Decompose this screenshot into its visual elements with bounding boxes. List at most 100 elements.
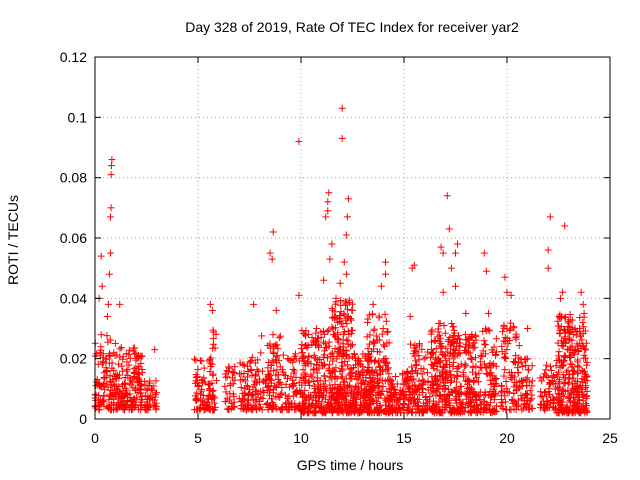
data-point <box>373 369 381 377</box>
data-point <box>379 382 387 390</box>
data-point <box>244 373 252 381</box>
data-point <box>123 367 131 375</box>
data-point <box>400 393 408 401</box>
y-tick-label: 0.02 <box>60 351 87 367</box>
data-point <box>306 381 314 389</box>
data-point <box>241 377 249 385</box>
data-point <box>366 401 374 409</box>
data-point <box>439 364 447 372</box>
data-point <box>207 362 215 370</box>
data-point <box>364 357 372 365</box>
data-point <box>331 300 339 308</box>
data-point <box>297 389 305 397</box>
data-point <box>311 382 319 390</box>
data-point <box>252 370 260 378</box>
data-point <box>371 406 379 414</box>
data-point <box>304 378 312 386</box>
data-point <box>285 392 293 400</box>
data-point <box>405 407 413 415</box>
data-point <box>318 398 326 406</box>
data-points <box>91 104 591 417</box>
data-point <box>329 357 337 365</box>
data-point <box>205 357 213 365</box>
data-point <box>449 358 457 366</box>
data-point <box>440 379 448 387</box>
data-point <box>418 370 426 378</box>
data-point <box>282 403 290 411</box>
data-point <box>200 364 208 372</box>
data-point <box>340 311 348 319</box>
data-point <box>278 384 286 392</box>
data-point <box>308 334 316 342</box>
data-point <box>320 382 328 390</box>
data-point <box>346 299 354 307</box>
data-point <box>368 310 376 318</box>
data-point <box>334 318 342 326</box>
data-point <box>333 398 341 406</box>
data-point <box>432 345 440 353</box>
data-point <box>437 335 445 343</box>
data-point <box>359 399 367 407</box>
data-point <box>141 377 149 385</box>
data-point <box>343 305 351 313</box>
data-point <box>114 395 122 403</box>
data-point <box>261 379 269 387</box>
data-point <box>395 395 403 403</box>
data-point <box>290 380 298 388</box>
data-point <box>275 357 283 365</box>
y-tick-label: 0.06 <box>60 230 87 246</box>
data-point <box>344 337 352 345</box>
data-point <box>335 345 343 353</box>
data-point <box>282 380 290 388</box>
data-point <box>221 382 229 390</box>
data-point <box>344 314 352 322</box>
data-point <box>382 398 390 406</box>
data-point <box>345 371 353 379</box>
data-point <box>319 327 327 335</box>
data-point <box>441 406 449 414</box>
data-point <box>374 336 382 344</box>
data-point <box>108 359 116 367</box>
data-point <box>289 365 297 373</box>
data-point <box>410 344 418 352</box>
data-point <box>446 379 454 387</box>
data-point <box>291 405 299 413</box>
data-point <box>274 345 282 353</box>
data-point <box>383 387 391 395</box>
data-point <box>328 323 336 331</box>
data-point <box>440 322 448 330</box>
data-point <box>372 332 380 340</box>
data-point <box>150 401 158 409</box>
data-point <box>252 386 260 394</box>
data-point <box>376 391 384 399</box>
data-point <box>244 401 252 409</box>
data-point <box>370 368 378 376</box>
data-point <box>285 356 293 364</box>
data-point <box>350 385 358 393</box>
data-point <box>212 330 220 338</box>
data-point <box>422 393 430 401</box>
data-point <box>443 360 451 368</box>
data-point <box>201 378 209 386</box>
data-point <box>268 395 276 403</box>
data-point <box>382 317 390 325</box>
data-point <box>392 372 400 380</box>
data-point <box>415 340 423 348</box>
data-point <box>254 356 262 364</box>
data-point <box>377 390 385 398</box>
data-point <box>102 355 110 363</box>
data-point <box>311 404 319 412</box>
data-point <box>408 363 416 371</box>
data-point <box>365 385 373 393</box>
data-point <box>273 353 281 361</box>
data-point <box>278 366 286 374</box>
data-point <box>142 404 150 412</box>
data-point <box>441 329 449 337</box>
data-point <box>96 396 104 404</box>
data-point <box>267 379 275 387</box>
data-point <box>326 361 334 369</box>
data-point <box>415 391 423 399</box>
data-point <box>237 383 245 391</box>
data-point <box>198 357 206 365</box>
data-point <box>252 379 260 387</box>
